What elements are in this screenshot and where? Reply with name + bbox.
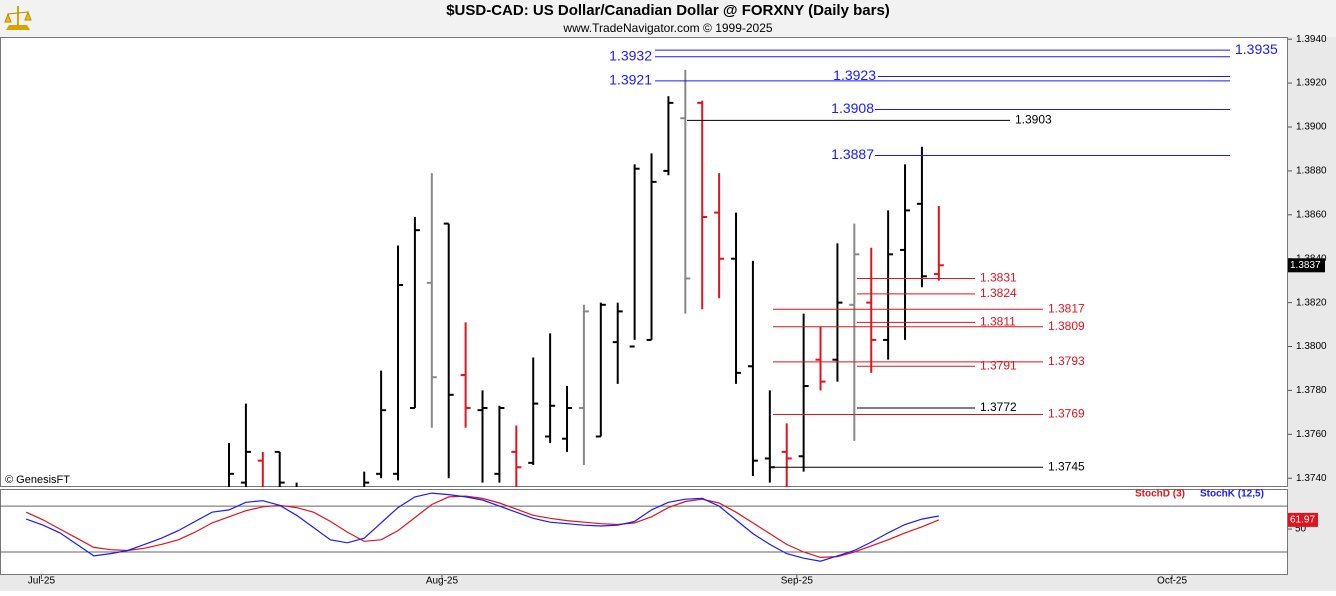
legend-entry: StochK (12,5) bbox=[1200, 489, 1264, 500]
price-bar bbox=[595, 302, 606, 438]
level-label: 1.3791 bbox=[980, 358, 1017, 372]
level-label: 1.3772 bbox=[980, 400, 1017, 414]
price-bar bbox=[511, 425, 522, 487]
last-value-label: 61.97 bbox=[1290, 515, 1315, 526]
last-price-box bbox=[1288, 258, 1325, 273]
price-bar bbox=[376, 370, 387, 479]
price-bar bbox=[257, 451, 264, 487]
price-bar bbox=[545, 333, 556, 444]
last-price-label: 1.3837 bbox=[1290, 260, 1321, 271]
stoch-line bbox=[25, 495, 940, 559]
last-value-box bbox=[1288, 512, 1318, 527]
price-bar bbox=[832, 243, 843, 382]
y-tick-label: 50 bbox=[1295, 524, 1307, 535]
price-bar bbox=[798, 313, 809, 472]
logo bbox=[4, 6, 32, 30]
price-bar bbox=[731, 212, 742, 384]
price-bar bbox=[562, 386, 573, 452]
header-background bbox=[0, 0, 1336, 37]
y-tick-label: 1.3920 bbox=[1296, 78, 1327, 89]
price-panel bbox=[0, 37, 1288, 487]
price-bar bbox=[460, 322, 471, 428]
x-tick-label: Oct-25 bbox=[1157, 576, 1187, 587]
level-label: 1.3817 bbox=[1048, 301, 1085, 315]
level-label: 1.3935 bbox=[1235, 41, 1278, 57]
stoch-line bbox=[25, 492, 939, 562]
price-bar bbox=[714, 173, 725, 299]
date-axis-background bbox=[0, 575, 1288, 591]
level-label: 1.3793 bbox=[1048, 354, 1085, 368]
level-label: 1.3923 bbox=[833, 67, 876, 83]
price-bar bbox=[274, 450, 285, 487]
credit: © GenesisFT bbox=[5, 474, 70, 486]
price-bar bbox=[680, 69, 691, 314]
overlay: Jul-25 Aug-25 Sep-25 Oct-25 1.3740 1.3760 1.37… bbox=[28, 34, 1327, 587]
price-bar bbox=[228, 443, 235, 487]
level-label: 1.3769 bbox=[1048, 407, 1085, 421]
level-label: 1.3932 bbox=[609, 47, 652, 63]
y-tick-label: 1.3760 bbox=[1296, 429, 1327, 440]
price-bar bbox=[426, 173, 437, 428]
price-bar bbox=[866, 247, 877, 373]
chart-title: $USD-CAD: US Dollar/Canadian Dollar @ FO… bbox=[446, 2, 890, 19]
price-bar bbox=[747, 260, 758, 477]
y-tick-label: 1.3860 bbox=[1296, 209, 1327, 220]
level-label: 1.3831 bbox=[980, 271, 1017, 285]
level-label: 1.3811 bbox=[980, 315, 1016, 329]
stoch-plot bbox=[0, 492, 1288, 562]
price-bar bbox=[443, 222, 454, 479]
price-bar bbox=[697, 100, 708, 310]
y-tick-label: 1.3740 bbox=[1296, 473, 1327, 484]
price-bar bbox=[477, 390, 488, 483]
level-label: 1.3903 bbox=[1015, 113, 1052, 127]
price-bar bbox=[240, 403, 251, 487]
price-bar bbox=[900, 164, 911, 340]
price-bar bbox=[916, 146, 927, 288]
chart-subtitle: www.TradeNavigator.com © 1999-2025 bbox=[562, 21, 772, 35]
y-tick-label: 1.3880 bbox=[1296, 166, 1327, 177]
price-bar bbox=[578, 304, 589, 466]
legend-entry: StochD (3) bbox=[1135, 489, 1185, 500]
price-bar bbox=[849, 223, 860, 441]
price-bar bbox=[815, 326, 826, 391]
y-tick-label: 1.3780 bbox=[1296, 385, 1327, 396]
price-bar bbox=[933, 206, 944, 281]
y-tick-label: 1.3940 bbox=[1296, 34, 1327, 45]
price-bar bbox=[393, 245, 404, 481]
x-tick-label: Jul-25 bbox=[28, 576, 56, 587]
level-label: 1.3908 bbox=[831, 100, 874, 116]
x-tick-label: Aug-25 bbox=[426, 576, 459, 587]
price-bar bbox=[883, 210, 894, 360]
price-bar bbox=[528, 357, 539, 466]
price-bar bbox=[646, 153, 657, 341]
y-tick-label: 1.3900 bbox=[1296, 122, 1327, 133]
level-label: 1.3745 bbox=[1048, 459, 1085, 473]
stoch-panel bbox=[0, 489, 1288, 575]
level-label: 1.3809 bbox=[1048, 319, 1085, 333]
price-bar bbox=[409, 217, 420, 409]
axis-background bbox=[1288, 37, 1336, 591]
level-label: 1.3887 bbox=[831, 146, 874, 162]
price-bar bbox=[612, 302, 623, 384]
price-bar bbox=[781, 423, 792, 487]
level-label: 1.3921 bbox=[609, 72, 652, 88]
level-label: 1.3824 bbox=[980, 286, 1017, 300]
x-tick-label: Sep-25 bbox=[781, 576, 814, 587]
price-bar bbox=[663, 96, 674, 176]
y-tick-label: 1.3820 bbox=[1296, 297, 1327, 308]
price-plot bbox=[228, 69, 944, 487]
price-bar bbox=[363, 471, 370, 487]
price-bar bbox=[494, 405, 505, 483]
price-bar bbox=[629, 164, 640, 348]
y-tick-label: 1.3800 bbox=[1296, 341, 1327, 352]
